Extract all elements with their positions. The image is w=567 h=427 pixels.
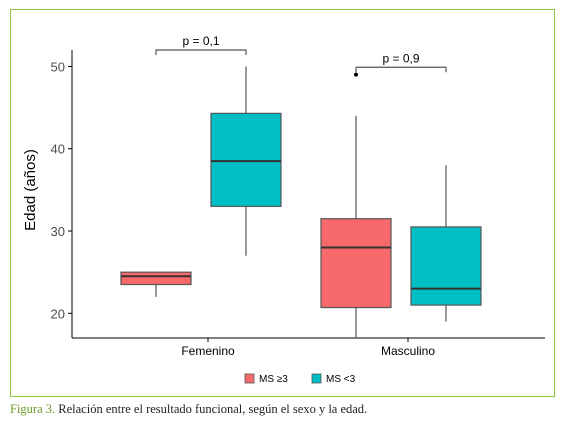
box-ms3-masculino <box>410 226 482 306</box>
p-value-label-1: p = 0,9 <box>382 51 419 65</box>
caption-label: Figura 3. <box>10 402 56 416</box>
x-tick-label-masculino: Masculino <box>381 344 435 358</box>
x-tick-label-femenino: Femenino <box>181 344 235 358</box>
legend-label-0: MS ≥3 <box>259 374 288 385</box>
legend-swatch-0 <box>244 373 255 384</box>
legend-label-1: MS <3 <box>326 374 356 385</box>
outlier-ms3-masculino-0 <box>354 72 358 77</box>
figure-frame <box>10 9 555 397</box>
p-value-bracket-1 <box>355 66 447 73</box>
y-axis-label: Edad (años) <box>22 149 39 231</box>
p-value-bracket-0 <box>155 49 247 55</box>
y-tick-label-40: 40 <box>51 142 65 157</box>
y-tick-label-20: 20 <box>51 306 65 321</box>
y-tick-label-50: 50 <box>51 59 65 74</box>
p-value-label-0: p = 0,1 <box>182 34 219 48</box>
box-ms3-femenino <box>120 271 192 286</box>
caption-text: Relación entre el resultado funcional, s… <box>55 402 368 416</box>
legend-swatch-1 <box>311 373 322 384</box>
figure-caption: Figura 3. Relación entre el resultado fu… <box>10 402 560 417</box>
y-tick-label-30: 30 <box>51 224 65 239</box>
box-ms3-masculino <box>320 218 392 309</box>
box-ms3-femenino <box>210 112 282 207</box>
